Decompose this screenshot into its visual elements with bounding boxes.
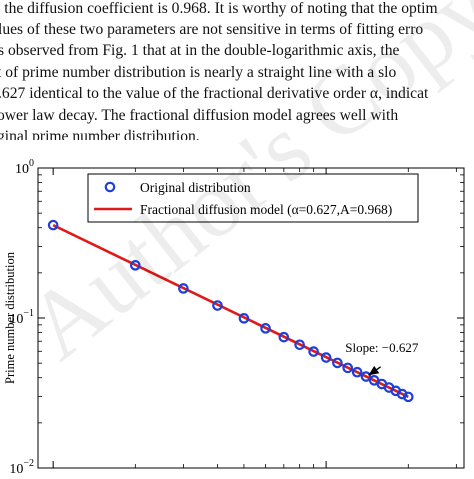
- data-point: [332, 357, 343, 369]
- slope-arrow-head: [368, 365, 380, 376]
- paper-line-4: t of prime number distribution is nearly…: [0, 64, 397, 81]
- paper-line-1: l the diffusion coefficient is 0.968. It…: [0, 0, 438, 17]
- chart-container: 100 10−1 10−2 Prime number distribution Slop…: [0, 150, 474, 477]
- y-tick-label-1: 10−1: [9, 308, 34, 327]
- data-point: [342, 362, 354, 374]
- model-line: [52, 223, 409, 399]
- data-point: [238, 313, 250, 324]
- y-tick-label-2: 10−2: [9, 458, 34, 474]
- legend-label-original: Original distribution: [140, 180, 251, 195]
- data-point: [130, 260, 141, 271]
- legend-label-model: Fractional diffusion model (α=0.627,A=0.…: [140, 202, 392, 217]
- data-point: [260, 323, 271, 334]
- data-point: [278, 331, 290, 343]
- data-point: [402, 391, 414, 403]
- paper-line-3: s observed from Fig. 1 that at in the do…: [0, 42, 400, 59]
- y-tick-label-0: 100: [15, 158, 34, 177]
- legend-box: [87, 173, 419, 223]
- data-point: [212, 300, 223, 311]
- data-point: [360, 371, 372, 382]
- paper-line-6: ower law decay. The fractional diffusion…: [0, 107, 399, 124]
- data-point: [178, 283, 189, 294]
- data-point: [308, 346, 319, 357]
- data-point: [351, 366, 363, 378]
- data-point: [320, 352, 332, 363]
- slope-annotation: Slope: −0.627: [345, 340, 419, 355]
- paper-text: l the diffusion coefficient is 0.968. It…: [0, 0, 474, 140]
- paper-line-2: lues of these two parameters are not sen…: [0, 21, 424, 38]
- paper-line-5: .627 identical to the value of the fract…: [0, 85, 429, 102]
- legend-marker-original: [104, 181, 116, 193]
- data-point: [47, 219, 59, 231]
- data-point: [294, 339, 305, 351]
- chart-svg: 100 10−1 10−2 Prime number distribution Slop…: [3, 158, 465, 477]
- y-axis-label: Prime number distribution: [3, 251, 17, 384]
- paper-line-7: ginal prime number distribution.: [0, 128, 200, 140]
